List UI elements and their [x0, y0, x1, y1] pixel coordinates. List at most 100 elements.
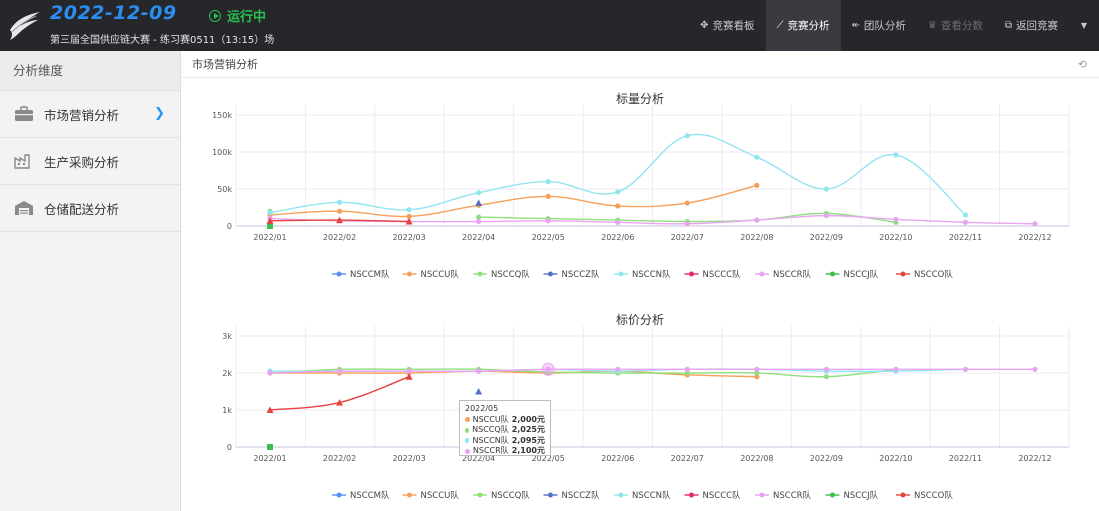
data-point[interactable]: [406, 207, 412, 213]
data-point[interactable]: [754, 154, 760, 160]
data-point[interactable]: [754, 370, 760, 376]
briefcase-icon: [15, 106, 33, 121]
legend-item-NSCCO队[interactable]: NSCCO队: [896, 490, 953, 501]
data-point[interactable]: [615, 189, 621, 195]
tooltip-row: NSCCU队 2,000元: [465, 415, 545, 426]
warehouse-icon: [15, 201, 33, 215]
legend-item-NSCCQ队[interactable]: NSCCQ队: [473, 269, 530, 280]
legend-item-NSCCO队[interactable]: NSCCO队: [896, 269, 953, 280]
legend-item-NSCCC队[interactable]: NSCCC队: [684, 490, 742, 501]
data-point[interactable]: [405, 373, 413, 380]
nav-analysis[interactable]: ⟋ 竞赛分析: [765, 0, 841, 51]
series-NSCCR队: [267, 366, 1038, 376]
nav-view-score[interactable]: ♛ 查看分数: [917, 0, 994, 51]
legend-item-NSCCZ队[interactable]: NSCCZ队: [543, 490, 600, 501]
legend-item-NSCCU队[interactable]: NSCCU队: [402, 490, 460, 501]
data-point[interactable]: [615, 219, 621, 225]
y-tick-label: 100k: [212, 148, 232, 157]
caret-down-icon[interactable]: ▼: [1080, 21, 1088, 30]
data-point[interactable]: [476, 214, 482, 220]
data-point[interactable]: [823, 366, 829, 372]
data-point[interactable]: [754, 366, 760, 372]
data-point[interactable]: [1032, 221, 1038, 227]
data-point[interactable]: [336, 199, 343, 205]
y-tick-label: 3k: [222, 332, 232, 341]
chart-legend: NSCCM队 NSCCU队 NSCCQ队 NSCCZ队 NSCCN队 NSCCC队 NSCC…: [332, 269, 953, 280]
legend-item-NSCCR队[interactable]: NSCCR队: [755, 269, 812, 280]
x-tick-label: 2022/06: [601, 454, 634, 463]
data-point[interactable]: [684, 370, 690, 376]
refresh-icon[interactable]: ⟲: [1077, 58, 1087, 71]
series-NSCCZ队: [475, 388, 483, 395]
data-point[interactable]: [336, 208, 343, 214]
data-point[interactable]: [684, 133, 690, 139]
nav-dashboard[interactable]: ✥ 竞赛看板: [689, 0, 765, 51]
data-point[interactable]: [754, 217, 760, 223]
data-point[interactable]: [545, 366, 551, 372]
legend-item-NSCCC队[interactable]: NSCCC队: [684, 269, 742, 280]
legend-item-NSCCU队[interactable]: NSCCU队: [402, 269, 460, 280]
volume-chart: 标量分析 0 50k 100k 150k 2022/01 2022/02 2022/03 202…: [212, 92, 1070, 280]
data-point[interactable]: [476, 218, 482, 225]
data-point[interactable]: [336, 216, 344, 224]
data-point[interactable]: [754, 182, 760, 188]
data-point[interactable]: [545, 179, 551, 185]
tooltip-series: NSCCQ队: [472, 425, 509, 434]
data-point[interactable]: [962, 366, 969, 372]
y-tick-label: 1k: [222, 406, 232, 415]
nav-team-analysis-label: 团队分析: [863, 20, 906, 32]
legend-marker: [336, 271, 342, 277]
data-point[interactable]: [893, 216, 899, 222]
data-point[interactable]: [476, 190, 482, 196]
nav-team-analysis[interactable]: ↞ 团队分析: [841, 0, 917, 51]
legend-item-NSCCM队[interactable]: NSCCM队: [332, 269, 390, 280]
data-point[interactable]: [893, 152, 899, 158]
data-point[interactable]: [615, 366, 621, 372]
data-point[interactable]: [475, 388, 483, 395]
legend-item-NSCCJ队[interactable]: NSCCJ队: [825, 490, 879, 501]
data-point[interactable]: [615, 203, 621, 209]
data-point[interactable]: [684, 366, 690, 372]
data-point[interactable]: [406, 213, 412, 219]
legend-item-NSCCM队[interactable]: NSCCM队: [332, 490, 390, 501]
data-point[interactable]: [962, 212, 969, 218]
x-tick-label: 2022/02: [323, 454, 356, 463]
legend-item-NSCCJ队[interactable]: NSCCJ队: [825, 269, 879, 280]
data-point[interactable]: [266, 217, 274, 224]
data-point[interactable]: [893, 366, 899, 372]
data-point[interactable]: [267, 444, 273, 450]
legend-item-NSCCN队[interactable]: NSCCN队: [614, 490, 671, 501]
series-line: [269, 184, 757, 218]
legend-item-NSCCZ队[interactable]: NSCCZ队: [543, 269, 600, 280]
data-point[interactable]: [266, 406, 274, 414]
data-point[interactable]: [823, 213, 829, 219]
legend-item-NSCCR队[interactable]: NSCCR队: [755, 490, 812, 501]
legend-marker: [830, 492, 835, 498]
sidebar-item-warehouse[interactable]: 仓储配送分析: [0, 185, 180, 232]
nav-return[interactable]: ⧉ 返回竞赛: [994, 0, 1069, 51]
data-point[interactable]: [406, 368, 412, 374]
data-point[interactable]: [267, 370, 273, 376]
data-point[interactable]: [684, 221, 690, 227]
data-point[interactable]: [545, 193, 551, 199]
sidebar-item-production[interactable]: 生产采购分析: [0, 138, 180, 185]
data-point[interactable]: [962, 219, 969, 225]
data-point[interactable]: [267, 223, 273, 229]
legend-item-NSCCN队[interactable]: NSCCN队: [614, 269, 671, 280]
data-point[interactable]: [823, 374, 829, 380]
data-point[interactable]: [1032, 366, 1038, 372]
data-point[interactable]: [405, 218, 413, 225]
data-point[interactable]: [336, 399, 344, 406]
legend-item-NSCCQ队[interactable]: NSCCQ队: [473, 490, 530, 501]
legend-label: NSCCO队: [914, 490, 953, 501]
data-point[interactable]: [754, 374, 760, 380]
data-point[interactable]: [267, 210, 273, 216]
data-point[interactable]: [476, 368, 482, 374]
data-point[interactable]: [684, 200, 690, 206]
data-point[interactable]: [336, 368, 343, 374]
sidebar-item-marketing[interactable]: 市场营销分析 ❯: [0, 91, 180, 138]
data-point[interactable]: [545, 218, 551, 224]
data-point[interactable]: [475, 199, 483, 207]
tooltip-category: 2022/05: [465, 404, 499, 413]
data-point[interactable]: [823, 186, 829, 192]
